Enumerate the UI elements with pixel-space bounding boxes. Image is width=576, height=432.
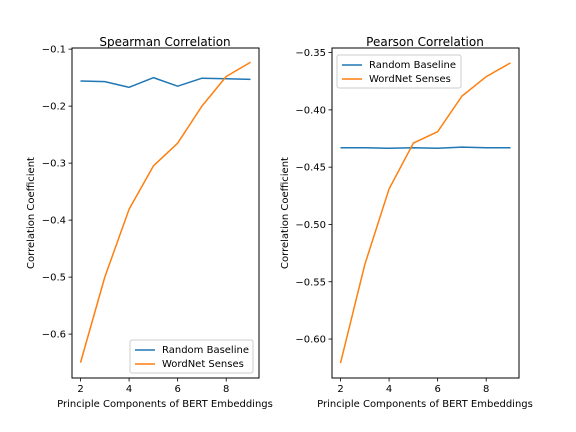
pearson-y-tick-label: −0.60 (295, 335, 326, 346)
spearman-legend-label-wordnet: WordNet Senses (162, 359, 244, 370)
pearson-x-tick-label: 6 (434, 384, 440, 395)
spearman-x-axis-label: Principle Components of BERT Embeddings (57, 399, 273, 410)
spearman-title: Spearman Correlation (99, 35, 230, 49)
pearson-y-axis-label: Correlation Coefficient (280, 157, 291, 269)
spearman-series-line-random-baseline (80, 76, 251, 89)
pearson-legend-box (336, 54, 462, 89)
spearman-y-tick-label: −0.3 (42, 159, 66, 170)
spearman-x-ticks: 2 4 6 8 (77, 378, 229, 395)
pearson-y-tick-label: −0.50 (295, 220, 326, 231)
spearman-plot-frame (71, 47, 260, 379)
pearson-y-tick-label: −0.55 (295, 277, 326, 288)
spearman-y-axis-label: Correlation Coefficient (26, 157, 37, 269)
spearman-x-tick-label: 8 (223, 384, 229, 395)
pearson-legend: Random Baseline WordNet Senses (336, 54, 462, 89)
spearman-y-tick-label: −0.5 (42, 273, 66, 284)
spearman-x-tick-label: 6 (174, 384, 180, 395)
pearson-title: Pearson Correlation (366, 35, 484, 49)
spearman-lines (79, 61, 251, 363)
spearman-legend-label-random: Random Baseline (162, 345, 249, 356)
spearman-x-tick-label: 4 (126, 384, 132, 395)
pearson-series-line-wordnet-senses (339, 62, 511, 364)
pearson-x-ticks: 2 4 6 8 (337, 378, 489, 395)
spearman-y-tick-label: −0.2 (42, 102, 66, 113)
spearman-y-tick-label: −0.6 (42, 330, 66, 341)
pearson-x-tick-label: 4 (386, 384, 392, 395)
pearson-series-line-random-baseline (340, 146, 511, 150)
spearman-legend: Random Baseline WordNet Senses (129, 339, 254, 374)
spearman-legend-box (129, 339, 254, 374)
spearman-x-tick-label: 2 (77, 384, 83, 395)
pearson-plot-frame (331, 47, 520, 379)
spearman-series-line-wordnet-senses (79, 61, 251, 363)
spearman-y-tick-label: −0.1 (42, 45, 66, 56)
spearman-y-tick-label: −0.4 (42, 216, 66, 227)
spearman-y-ticks: −0.6 −0.5 −0.4 −0.3 −0.2 −0.1 (42, 45, 72, 341)
pearson-y-tick-label: −0.35 (295, 48, 326, 59)
pearson-y-tick-label: −0.40 (295, 105, 326, 116)
pearson-lines (339, 62, 511, 364)
pearson-x-axis-label: Principle Components of BERT Embeddings (317, 399, 533, 410)
pearson-x-tick-label: 8 (483, 384, 489, 395)
pearson-x-tick-label: 2 (337, 384, 343, 395)
pearson-y-ticks: −0.60 −0.55 −0.50 −0.45 −0.40 −0.35 (295, 48, 332, 346)
pearson-chart: Pearson Correlation 2 4 6 8 −0.60 −0.55 −0.50… (280, 35, 533, 410)
pearson-y-tick-label: −0.45 (295, 163, 326, 174)
pearson-legend-label-wordnet: WordNet Senses (369, 74, 451, 85)
pearson-legend-label-random: Random Baseline (369, 60, 456, 71)
